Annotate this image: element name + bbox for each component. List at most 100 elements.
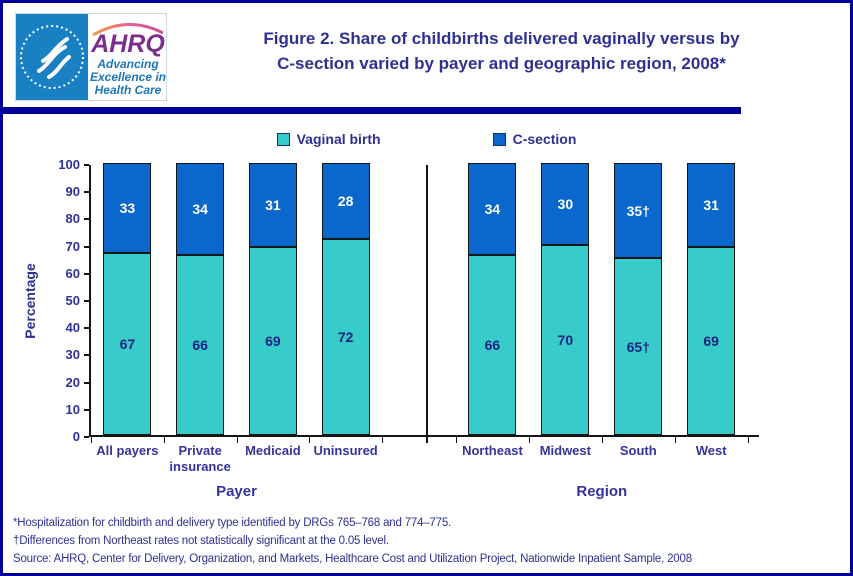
bar-medicaid: 31 69	[248, 163, 297, 435]
figure-title-line2: C-section varied by payer and geographic…	[277, 53, 726, 73]
bar-segment-vaginal: 70	[541, 244, 590, 435]
csection-value-label: 31	[703, 197, 719, 214]
y-tick-label: 40	[65, 320, 80, 336]
bar-private-insurance: 34 66	[176, 163, 225, 435]
ahrq-tagline-1: Advancing	[96, 57, 159, 71]
vaginal-value-label: 70	[557, 331, 574, 348]
csection-value-label: 33	[119, 199, 136, 216]
bar-all-payers: 33 67	[103, 163, 152, 435]
footnote-source: Source: AHRQ, Center for Delivery, Organ…	[13, 552, 692, 565]
y-tick-label: 20	[65, 374, 80, 390]
y-tick-mark	[84, 164, 89, 166]
bar-midwest: 30 70	[541, 163, 590, 435]
x-tick-mark	[674, 437, 676, 443]
bar-segment-vaginal: 67	[103, 252, 152, 435]
header-divider	[3, 107, 741, 114]
vaginal-value-label: 67	[119, 335, 136, 352]
vaginal-value-label: 69	[265, 333, 281, 350]
x-category-label: Northeast	[462, 443, 523, 458]
x-tick-mark	[747, 437, 749, 443]
group-label-region: Region	[576, 483, 628, 500]
y-tick-mark	[84, 245, 89, 248]
y-tick-label: 70	[65, 238, 80, 254]
figure-title: Figure 2. Share of childbirths delivered…	[167, 13, 836, 76]
y-tick-label: 0	[72, 429, 80, 444]
y-tick-label: 90	[65, 184, 80, 200]
csection-value-label: 34	[484, 201, 501, 218]
y-tick-label: 10	[65, 401, 80, 417]
csection-value-label: 35†	[626, 202, 650, 219]
bar-segment-csection: 33	[103, 163, 152, 253]
bar-uninsured: 28 72	[321, 163, 370, 435]
x-tick-mark	[601, 437, 603, 443]
group-separator-line	[426, 165, 428, 443]
bar-south: 35† 65†	[614, 163, 663, 435]
y-tick-mark	[84, 327, 89, 330]
vaginal-value-label: 66	[484, 337, 501, 354]
group-label-payer: Payer	[216, 483, 257, 500]
bar-west: 31 69	[687, 163, 736, 435]
hhs-eagle-icon	[37, 37, 71, 79]
y-tick-mark	[84, 272, 89, 275]
vaginal-value-label: 72	[337, 329, 354, 346]
csection-value-label: 30	[557, 195, 574, 212]
chart-legend: Vaginal birth C-section	[3, 129, 850, 149]
hhs-seal-ring	[20, 25, 84, 89]
rainbow-arc	[92, 23, 164, 37]
bar-segment-vaginal: 72	[321, 239, 370, 435]
legend-label-vaginal: Vaginal birth	[296, 131, 381, 147]
bar-segment-csection: 30	[541, 163, 590, 245]
y-tick-mark	[84, 354, 89, 357]
y-axis: 0 10 20 30 40 50 60 70 80 90 100	[45, 157, 89, 444]
bar-segment-vaginal: 69	[687, 247, 736, 435]
y-tick-label: 30	[65, 347, 80, 363]
legend-item-vaginal: Vaginal birth	[276, 131, 381, 147]
ahrq-logo: AHRQ Advancing Excellence in Health Care	[14, 12, 168, 102]
csection-value-label: 28	[337, 193, 354, 210]
bar-segment-vaginal: 66	[176, 255, 225, 435]
y-axis-title: Percentage	[15, 165, 45, 437]
x-category-label: Medicaid	[245, 443, 301, 458]
csection-value-label: 34	[192, 201, 208, 218]
x-category-label: Midwest	[539, 443, 591, 458]
y-tick-mark	[84, 381, 89, 384]
footnote-significance: †Differences from Northeast rates not st…	[13, 534, 389, 547]
footnote-drg: *Hospitalization for childbirth and deli…	[13, 517, 452, 529]
vaginal-birth-swatch	[276, 132, 290, 146]
bar-segment-csection: 31	[248, 163, 297, 248]
x-tick-mark	[528, 437, 530, 443]
x-tick-mark	[163, 437, 165, 443]
bar-northeast: 34 66	[468, 163, 517, 435]
plot-area: 33 67 All payers 34 66 Private insurance 31 69 M…	[89, 163, 759, 500]
ahrq-tagline-2: Excellence in	[90, 70, 166, 84]
y-axis-title-text: Percentage	[22, 263, 38, 339]
chart: Percentage 0 10 20 30 40 50 60 70 80 90 100 33 67 Al…	[3, 157, 850, 500]
x-category-label: South	[619, 443, 657, 458]
x-tick-mark	[309, 437, 311, 443]
ahrq-logo-graphic: AHRQ Advancing Excellence in Health Care	[14, 12, 168, 102]
y-tick-mark	[84, 408, 89, 411]
y-tick-mark	[84, 436, 89, 438]
x-tick-mark	[456, 437, 457, 443]
csection-swatch	[492, 132, 506, 146]
ahrq-tagline-3: Health Care	[95, 83, 162, 97]
figure-title-line1: Figure 2. Share of childbirths delivered…	[263, 29, 740, 48]
csection-value-label: 31	[265, 197, 281, 214]
bar-segment-csection: 35†	[614, 163, 663, 259]
y-tick-mark	[84, 218, 89, 221]
x-category-label: West	[695, 443, 727, 458]
header: AHRQ Advancing Excellence in Health Care…	[3, 3, 850, 107]
x-tick-mark	[91, 437, 92, 443]
legend-label-csection: C-section	[512, 131, 577, 147]
vaginal-value-label: 69	[703, 333, 719, 350]
y-tick-mark	[84, 191, 89, 194]
x-category-label: All payers	[96, 443, 159, 458]
y-tick-label: 80	[65, 211, 80, 227]
bar-segment-csection: 34	[468, 163, 517, 256]
x-tick-mark	[236, 437, 238, 443]
y-tick-label: 50	[65, 293, 80, 308]
ahrq-wordmark: AHRQ	[90, 30, 165, 58]
bar-segment-vaginal: 69	[248, 247, 297, 435]
y-tick-label: 60	[65, 265, 80, 281]
x-category-label: Private insurance	[169, 443, 231, 475]
